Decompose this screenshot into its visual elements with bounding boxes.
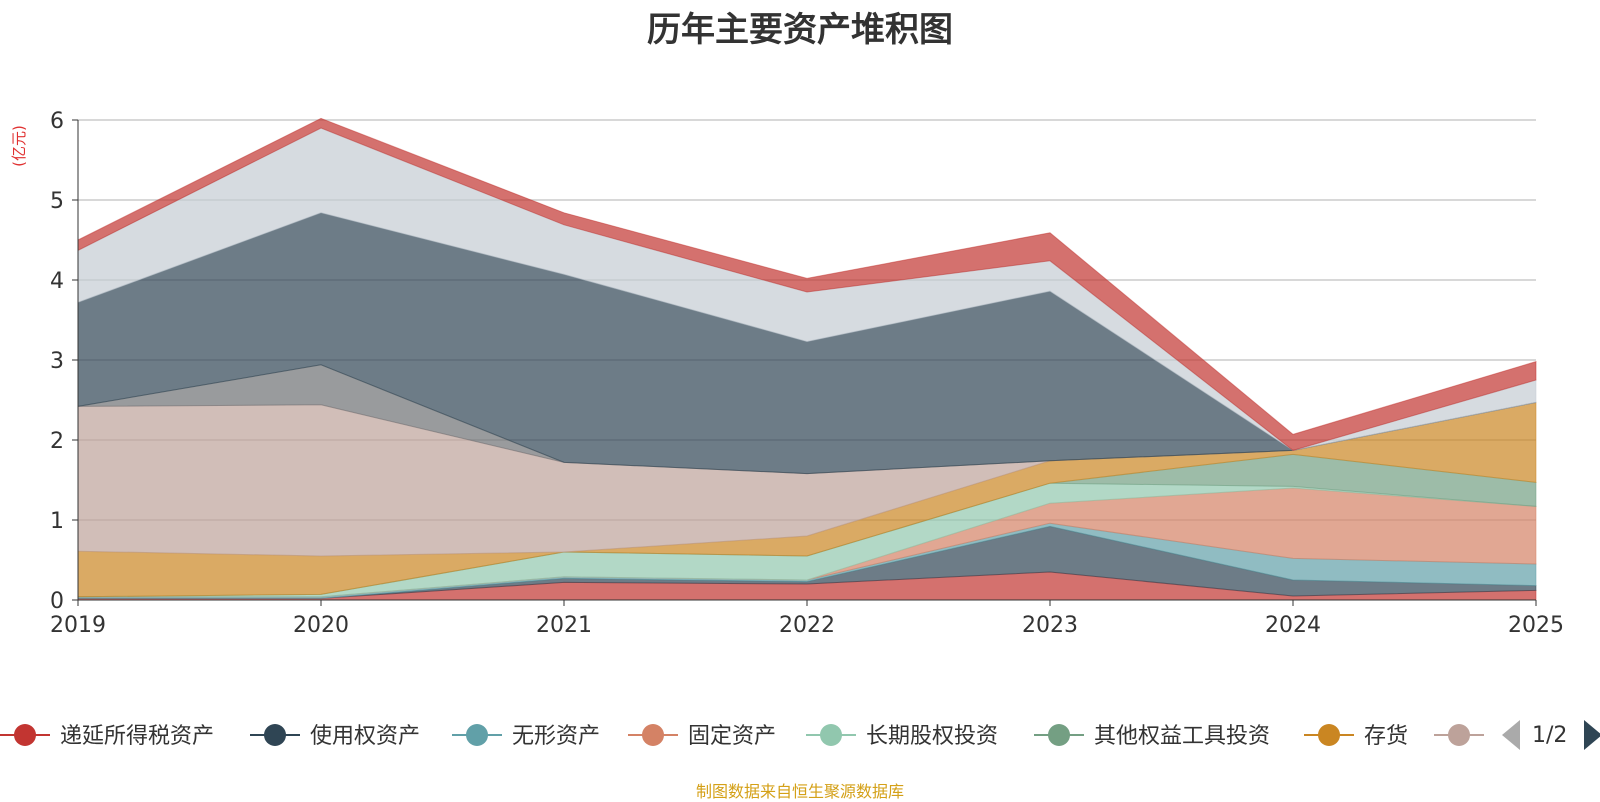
legend-pager: 1/2 xyxy=(1502,720,1600,750)
legend-marker xyxy=(466,724,488,746)
x-tick-label: 2021 xyxy=(536,613,592,638)
x-axis-ticks: 2019 2020 2021 2022 2023 2024 2025 xyxy=(50,600,1564,638)
y-tick-label: 3 xyxy=(50,349,64,374)
x-tick-label: 2020 xyxy=(293,613,349,638)
y-tick-label: 2 xyxy=(50,429,64,454)
x-tick-label: 2023 xyxy=(1022,613,1078,638)
legend-marker xyxy=(1448,724,1470,746)
legend-label: 长期股权投资 xyxy=(866,724,998,749)
legend-item[interactable]: 其他权益工具投资 xyxy=(1034,724,1270,749)
legend-marker xyxy=(642,724,664,746)
x-tick-label: 2025 xyxy=(1508,613,1564,638)
legend-label: 使用权资产 xyxy=(310,724,420,749)
legend-item[interactable]: 固定资产 xyxy=(628,724,776,749)
legend-item[interactable]: 存货 xyxy=(1304,724,1408,749)
legend-item[interactable]: 递延所得税资产 xyxy=(0,724,214,749)
legend-item[interactable]: 长期股权投资 xyxy=(806,724,998,749)
legend-label: 无形资产 xyxy=(512,724,600,749)
y-tick-label: 0 xyxy=(50,589,64,614)
x-tick-label: 2022 xyxy=(779,613,835,638)
legend-marker xyxy=(14,724,36,746)
x-tick-label: 2019 xyxy=(50,613,106,638)
area-series xyxy=(77,117,1537,601)
chart-title: 历年主要资产堆积图 xyxy=(647,10,953,50)
y-axis-ticks: 0 1 2 3 4 5 6 xyxy=(50,109,78,614)
y-tick-label: 4 xyxy=(50,269,64,294)
legend-marker xyxy=(1318,724,1340,746)
y-axis-label: (亿元) xyxy=(10,125,28,167)
y-tick-label: 5 xyxy=(50,189,64,214)
legend-label: 存货 xyxy=(1364,724,1408,749)
area-series-11 xyxy=(77,117,1537,451)
legend-item[interactable]: 使用权资产 xyxy=(250,724,420,749)
legend-page-indicator: 1/2 xyxy=(1532,723,1567,748)
legend-label: 递延所得税资产 xyxy=(60,724,214,749)
legend-marker xyxy=(1048,724,1070,746)
legend-label: 其他权益工具投资 xyxy=(1094,724,1270,749)
legend-label: 固定资产 xyxy=(688,724,776,749)
x-tick-label: 2024 xyxy=(1265,613,1321,638)
legend-prev-icon[interactable] xyxy=(1502,720,1520,750)
legend-next-icon[interactable] xyxy=(1584,720,1600,750)
legend-marker xyxy=(820,724,842,746)
legend-item[interactable]: 无形资产 xyxy=(452,724,600,749)
y-tick-label: 1 xyxy=(50,509,64,534)
legend: 递延所得税资产 使用权资产 无形资产 固定资产 长期股权投资 其他权益工具投资 存货 xyxy=(0,724,1484,749)
data-source-note: 制图数据来自恒生聚源数据库 xyxy=(695,782,904,801)
legend-marker xyxy=(264,724,286,746)
legend-item[interactable] xyxy=(1434,724,1484,746)
y-tick-label: 6 xyxy=(50,109,64,134)
